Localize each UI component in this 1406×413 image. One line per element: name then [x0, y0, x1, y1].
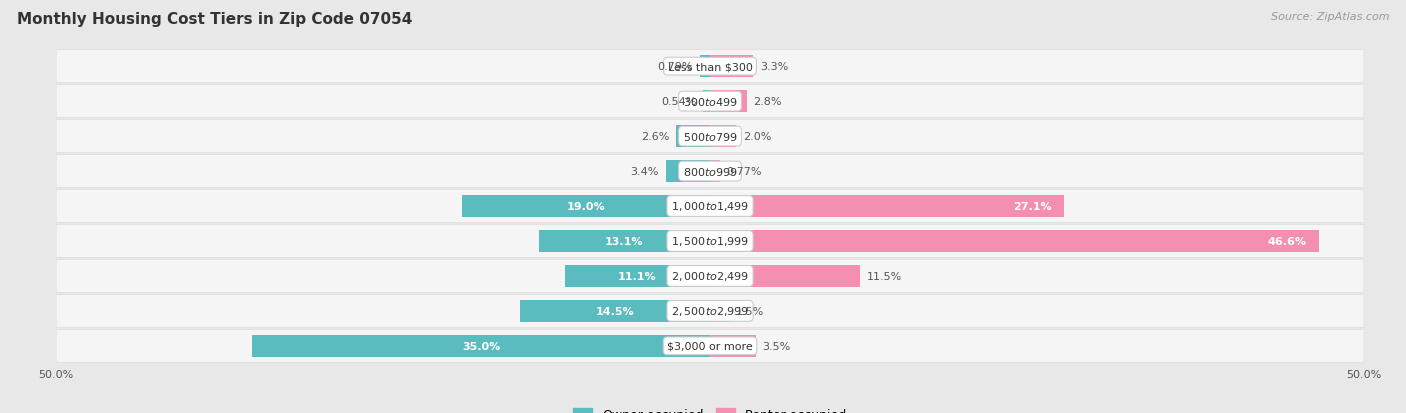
- Bar: [710, 161, 720, 183]
- Bar: [665, 161, 710, 183]
- FancyBboxPatch shape: [56, 225, 1364, 258]
- Bar: [520, 300, 710, 322]
- Text: $3,000 or more: $3,000 or more: [668, 341, 752, 351]
- Text: 0.77%: 0.77%: [727, 166, 762, 177]
- Bar: [710, 56, 754, 78]
- Bar: [710, 266, 860, 287]
- Text: 11.1%: 11.1%: [619, 271, 657, 281]
- Text: $500 to $799: $500 to $799: [682, 131, 738, 143]
- Text: 1.5%: 1.5%: [737, 306, 765, 316]
- Bar: [700, 56, 710, 78]
- Bar: [703, 91, 710, 113]
- Text: Monthly Housing Cost Tiers in Zip Code 07054: Monthly Housing Cost Tiers in Zip Code 0…: [17, 12, 412, 27]
- Text: Less than $300: Less than $300: [668, 62, 752, 72]
- Text: $1,000 to $1,499: $1,000 to $1,499: [671, 200, 749, 213]
- Text: Source: ZipAtlas.com: Source: ZipAtlas.com: [1271, 12, 1389, 22]
- Text: 2.0%: 2.0%: [742, 132, 770, 142]
- Text: 14.5%: 14.5%: [596, 306, 634, 316]
- Bar: [710, 230, 1319, 252]
- Text: $1,500 to $1,999: $1,500 to $1,999: [671, 235, 749, 248]
- Bar: [253, 335, 710, 357]
- FancyBboxPatch shape: [56, 120, 1364, 153]
- Text: $300 to $499: $300 to $499: [682, 96, 738, 108]
- FancyBboxPatch shape: [56, 295, 1364, 328]
- FancyBboxPatch shape: [56, 190, 1364, 223]
- FancyBboxPatch shape: [56, 330, 1364, 362]
- FancyBboxPatch shape: [56, 260, 1364, 293]
- FancyBboxPatch shape: [56, 85, 1364, 118]
- Bar: [710, 300, 730, 322]
- Text: $2,000 to $2,499: $2,000 to $2,499: [671, 270, 749, 283]
- Bar: [710, 91, 747, 113]
- Text: 0.79%: 0.79%: [658, 62, 693, 72]
- Text: 27.1%: 27.1%: [1012, 202, 1052, 211]
- Text: 13.1%: 13.1%: [605, 236, 644, 247]
- Bar: [538, 230, 710, 252]
- Bar: [710, 196, 1064, 217]
- Text: 3.4%: 3.4%: [631, 166, 659, 177]
- Bar: [710, 335, 756, 357]
- Text: 2.8%: 2.8%: [754, 97, 782, 107]
- Bar: [461, 196, 710, 217]
- Text: 3.5%: 3.5%: [762, 341, 790, 351]
- Text: 46.6%: 46.6%: [1267, 236, 1306, 247]
- Text: 2.6%: 2.6%: [641, 132, 669, 142]
- Bar: [565, 266, 710, 287]
- FancyBboxPatch shape: [56, 155, 1364, 188]
- Text: 0.54%: 0.54%: [661, 97, 696, 107]
- FancyBboxPatch shape: [56, 51, 1364, 83]
- Bar: [676, 126, 710, 147]
- Text: 11.5%: 11.5%: [868, 271, 903, 281]
- Text: 19.0%: 19.0%: [567, 202, 605, 211]
- Text: $800 to $999: $800 to $999: [682, 166, 738, 178]
- Text: 3.3%: 3.3%: [759, 62, 787, 72]
- Text: $2,500 to $2,999: $2,500 to $2,999: [671, 305, 749, 318]
- Legend: Owner-occupied, Renter-occupied: Owner-occupied, Renter-occupied: [568, 404, 852, 413]
- Bar: [710, 126, 737, 147]
- Text: 35.0%: 35.0%: [463, 341, 501, 351]
